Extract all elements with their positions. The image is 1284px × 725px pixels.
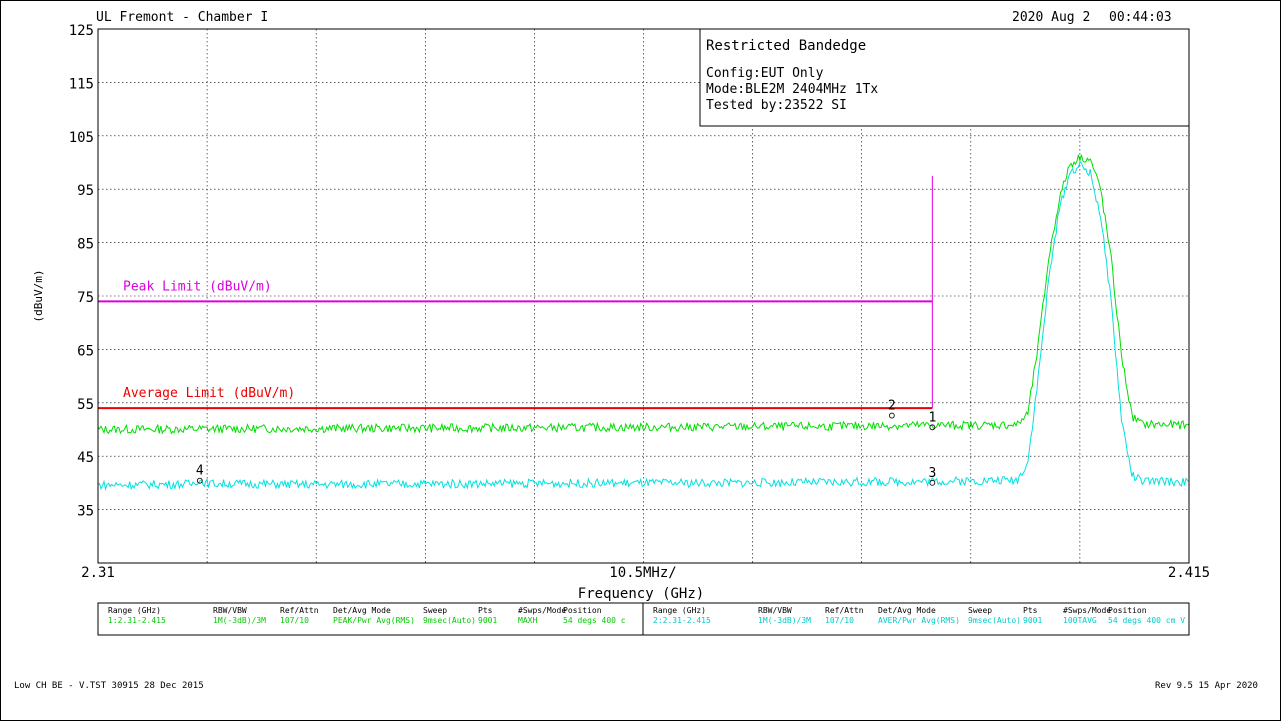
table-header: RBW/VBW — [758, 606, 792, 615]
x-tick-center-label: 10.5MHz/ — [609, 565, 676, 581]
info-box-line: Tested by:23522 SI — [706, 98, 847, 113]
table-cell: PEAK/Pwr Avg(RMS) — [333, 616, 415, 625]
table-header: #Swps/Mode — [518, 606, 566, 615]
marker-label: 1 — [928, 410, 936, 425]
x-tick-label: 2.31 — [81, 565, 115, 581]
table-cell: 100TAVG — [1063, 616, 1097, 625]
x-tick-label: 2.415 — [1168, 565, 1210, 581]
table-cell: 9msec(Auto) — [423, 616, 476, 625]
x-axis-label: Frequency (GHz) — [578, 586, 704, 602]
table-cell: 107/10 — [825, 616, 854, 625]
table-cell: 107/10 — [280, 616, 309, 625]
table-header: Pts — [478, 606, 493, 615]
y-tick-label: 105 — [69, 130, 94, 146]
table-cell: 9001 — [478, 616, 497, 625]
table-cell: AVER/Pwr Avg(RMS) — [878, 616, 960, 625]
marker-dot — [196, 477, 203, 484]
header-title: UL Fremont - Chamber I — [96, 10, 269, 25]
y-tick-label: 115 — [69, 76, 94, 92]
table-header: RBW/VBW — [213, 606, 247, 615]
footer-right: Rev 9.5 15 Apr 2020 — [1155, 681, 1258, 691]
settings-table: Range (GHz) RBW/VBW Ref/Attn Det/Avg Mode Sw… — [97, 602, 1190, 636]
plot-border — [97, 28, 1190, 564]
table-cell: 54 degs 400 cm V — [1108, 616, 1185, 625]
y-tick-label: 85 — [77, 237, 94, 253]
info-box-line: Mode:BLE2M 2404MHz 1Tx — [706, 82, 878, 97]
y-tick-label: 35 — [77, 504, 94, 520]
info-box-line: Config:EUT Only — [706, 66, 824, 81]
table-cell: 1:2.31-2.415 — [108, 616, 166, 625]
table-cell: 54 degs 400 c — [563, 616, 626, 625]
marker-label: 4 — [196, 464, 204, 479]
table-cell: 2:2.31-2.415 — [653, 616, 711, 625]
y-axis-label: (dBuV/m) — [32, 270, 45, 323]
limit-label: Peak Limit (dBuV/m) — [123, 279, 272, 294]
y-tick-label: 45 — [77, 450, 94, 466]
table-header: Ref/Attn — [825, 606, 864, 615]
table-header: #Swps/Mode — [1063, 606, 1111, 615]
series-line — [97, 154, 1190, 435]
info-box-title: Restricted Bandedge — [706, 38, 866, 54]
y-tick-label: 125 — [69, 23, 94, 39]
table-header: Sweep — [423, 606, 447, 615]
y-tick-label: 55 — [77, 397, 94, 413]
table-header: Range (GHz) — [653, 606, 706, 615]
table-cell: 1M(-3dB)/3M — [758, 616, 811, 625]
header-date: 2020 Aug 2 — [1012, 10, 1091, 25]
y-tick-label: 75 — [77, 290, 94, 306]
chart-grid — [98, 29, 1189, 563]
table-header: Pts — [1023, 606, 1038, 615]
table-header: Det/Avg Mode — [878, 606, 936, 615]
table-header: Position — [1108, 606, 1147, 615]
table-cell: 9001 — [1023, 616, 1042, 625]
marker-label: 3 — [928, 466, 936, 481]
series-line — [97, 161, 1190, 491]
y-tick-label: 95 — [77, 183, 94, 199]
footer-left: Low CH BE - V.TST 30915 28 Dec 2015 — [14, 681, 204, 691]
table-header: Ref/Attn — [280, 606, 319, 615]
table-header: Det/Avg Mode — [333, 606, 391, 615]
table-header: Position — [563, 606, 602, 615]
marker-label: 2 — [888, 399, 896, 414]
marker-labels: 1 2 3 4 — [196, 399, 936, 486]
table-header: Sweep — [968, 606, 992, 615]
info-box: Restricted Bandedge Config:EUT Only Mode… — [699, 28, 1190, 127]
marker-dot — [929, 479, 936, 486]
limit-label: Average Limit (dBuV/m) — [123, 386, 295, 401]
marker-dot — [888, 412, 895, 419]
series-traces — [97, 154, 1190, 491]
header-time: 00:44:03 — [1109, 10, 1172, 25]
table-cell: MAXH — [518, 616, 537, 625]
table-cell: 9msec(Auto) — [968, 616, 1021, 625]
limit-lines: Peak Limit (dBuV/m) Average Limit (dBuV/m… — [98, 175, 933, 410]
axis-labels: 125 115 105 95 85 75 65 55 45 35 — [69, 23, 94, 520]
table-cell: 1M(-3dB)/3M — [213, 616, 266, 625]
table-header: Range (GHz) — [108, 606, 161, 615]
marker-dot — [929, 424, 936, 431]
y-tick-label: 65 — [77, 343, 94, 359]
